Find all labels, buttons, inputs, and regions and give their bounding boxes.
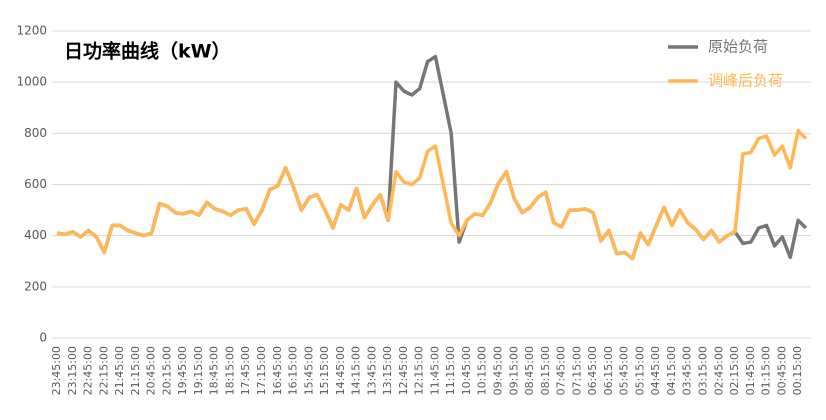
x-tick-label: 07:15:00 — [570, 346, 583, 395]
x-tick-label: 19:15:00 — [192, 346, 205, 395]
legend-label: 调峰后负荷 — [708, 72, 783, 90]
x-tick-label: 15:15:00 — [318, 346, 331, 395]
x-tick-label: 21:15:00 — [129, 346, 142, 395]
x-tick-label: 01:15:00 — [760, 346, 773, 395]
x-tick-label: 17:45:00 — [239, 346, 252, 395]
x-tick-label: 16:15:00 — [287, 346, 300, 395]
x-tick-label: 02:45:00 — [712, 346, 725, 395]
x-tick-label: 23:45:00 — [50, 346, 63, 395]
y-tick-label: 0 — [39, 331, 47, 345]
x-tick-label: 18:45:00 — [208, 346, 221, 395]
x-tick-label: 02:15:00 — [728, 346, 741, 395]
y-tick-label: 1000 — [16, 75, 47, 89]
y-tick-label: 1200 — [16, 24, 47, 38]
x-tick-label: 10:45:00 — [460, 346, 473, 395]
x-tick-label: 05:45:00 — [618, 346, 631, 395]
x-tick-label: 03:15:00 — [697, 346, 710, 395]
x-tick-label: 12:15:00 — [413, 346, 426, 395]
x-tick-label: 14:45:00 — [334, 346, 347, 395]
x-tick-label: 10:15:00 — [476, 346, 489, 395]
line-series — [56, 129, 808, 261]
x-tick-label: 22:45:00 — [82, 346, 95, 395]
x-tick-label: 15:45:00 — [302, 346, 315, 395]
x-tick-label: 06:45:00 — [586, 346, 599, 395]
y-tick-label: 600 — [24, 177, 47, 191]
x-tick-label: 17:15:00 — [255, 346, 268, 395]
x-tick-label: 07:45:00 — [555, 346, 568, 395]
x-tick-label: 00:15:00 — [791, 346, 804, 395]
x-tick-label: 00:45:00 — [775, 346, 788, 395]
x-tick-label: 19:45:00 — [176, 346, 189, 395]
y-tick-label: 200 — [24, 279, 47, 293]
x-tick-label: 09:45:00 — [492, 346, 505, 395]
x-tick-label: 22:15:00 — [97, 346, 110, 395]
x-tick-label: 16:45:00 — [271, 346, 284, 395]
x-tick-label: 06:15:00 — [602, 346, 615, 395]
legend-label: 原始负荷 — [708, 38, 768, 56]
x-tick-label: 12:45:00 — [397, 346, 410, 395]
x-tick-label: 03:45:00 — [681, 346, 694, 395]
y-tick-label: 800 — [24, 126, 47, 140]
x-tick-label: 05:15:00 — [633, 346, 646, 395]
x-tick-label: 11:45:00 — [428, 346, 441, 395]
x-tick-label: 11:15:00 — [444, 346, 457, 395]
x-tick-label: 09:15:00 — [507, 346, 520, 395]
x-tick-label: 01:45:00 — [744, 346, 757, 395]
y-tick-label: 400 — [24, 228, 47, 242]
x-tick-label: 08:15:00 — [539, 346, 552, 395]
x-tick-label: 20:45:00 — [145, 346, 158, 395]
x-tick-label: 23:15:00 — [66, 346, 79, 395]
x-tick-label: 14:15:00 — [350, 346, 363, 395]
x-tick-label: 21:45:00 — [113, 346, 126, 395]
x-tick-label: 20:15:00 — [160, 346, 173, 395]
x-tick-label: 18:15:00 — [223, 346, 236, 395]
x-tick-label: 08:45:00 — [523, 346, 536, 395]
x-tick-label: 04:45:00 — [649, 346, 662, 395]
x-tick-label: 13:45:00 — [365, 346, 378, 395]
x-tick-label: 13:15:00 — [381, 346, 394, 395]
x-tick-label: 04:15:00 — [665, 346, 678, 395]
chart-title: 日功率曲线（kW） — [64, 40, 231, 63]
